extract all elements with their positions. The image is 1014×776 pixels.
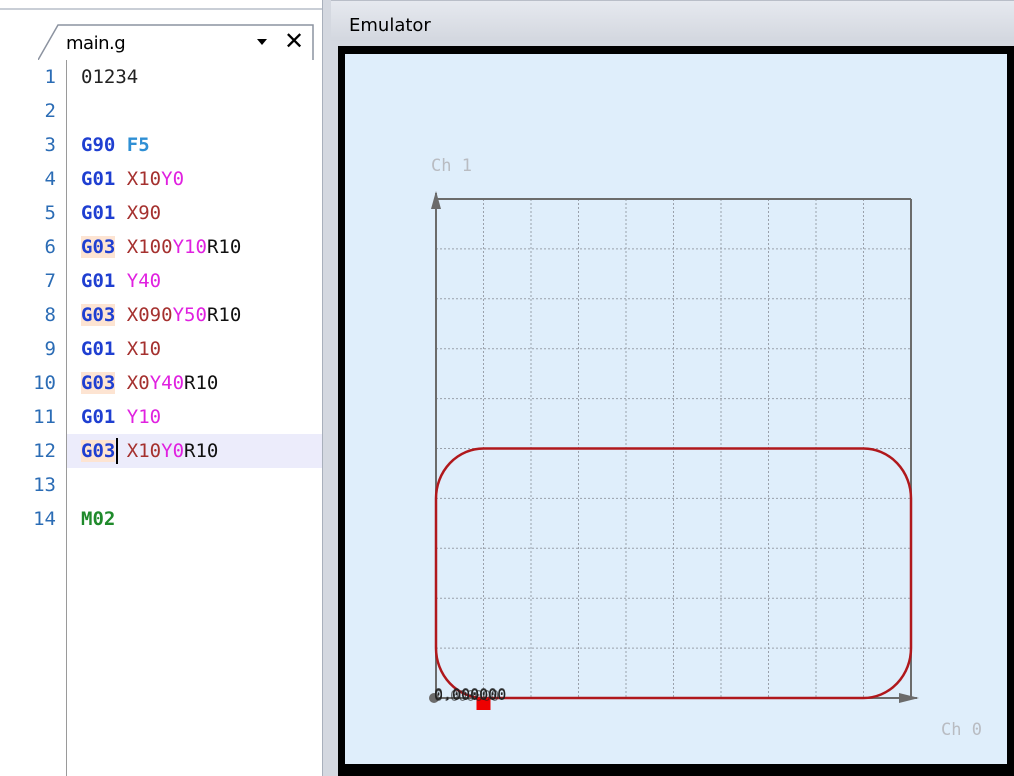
code-line[interactable]: G03 X10 Y0 R10: [67, 434, 322, 468]
code-token: [115, 236, 126, 258]
tab-shape: [38, 24, 314, 60]
code-token: X90: [126, 202, 162, 224]
line-number: 5: [44, 202, 56, 224]
code-line[interactable]: G03 X090 Y50 R10: [67, 298, 322, 332]
code-line[interactable]: [67, 94, 322, 128]
code-token: X100: [126, 236, 173, 258]
emulator-canvas[interactable]: Ch 1 Ch 0 0.000000 0.000000 0.000000: [345, 54, 1007, 764]
line-number: 3: [44, 134, 56, 156]
code-token: Y50: [172, 304, 207, 326]
code-token: G01: [81, 168, 116, 190]
code-line[interactable]: G90 F5: [67, 128, 322, 162]
line-number: 13: [33, 474, 56, 496]
code-token: R10: [184, 440, 219, 462]
code-token: G01: [81, 270, 116, 292]
code-token: Y40: [149, 372, 185, 394]
code-line[interactable]: G01 X10 Y0: [67, 162, 322, 196]
code-line[interactable]: 01234: [67, 60, 322, 94]
coordinate-readout-overlap: 0.000000: [434, 685, 507, 703]
code-token: Y0: [161, 440, 185, 462]
code-token: R10: [206, 304, 242, 326]
code-token: G01: [81, 406, 116, 428]
line-number: 12: [33, 440, 56, 462]
coordinate-readout: 0.000000: [434, 686, 507, 704]
line-number: 10: [33, 372, 56, 394]
line-number: 6: [44, 236, 56, 258]
line-number: 9: [44, 338, 56, 360]
code-token: Y40: [126, 270, 162, 292]
code-token: R10: [184, 372, 219, 394]
text-cursor: [116, 438, 119, 464]
line-number: 8: [44, 304, 56, 326]
code-token: [115, 202, 126, 224]
code-token: [115, 338, 126, 360]
code-token: X10: [126, 440, 162, 462]
x-axis-label: Ch 0: [941, 720, 982, 740]
toolpath-line: [434, 447, 913, 700]
coordinate-readout-overlap-2: 0.000000: [434, 687, 499, 705]
tab-strip-divider: [0, 8, 322, 10]
code-token: M02: [81, 508, 116, 530]
emulator-panel: Emulator Ch 1 Ch 0 0.000000 0.000000 0.0…: [331, 0, 1014, 776]
code-token: X090: [126, 304, 173, 326]
code-line[interactable]: G01 X90: [67, 196, 322, 230]
line-number-gutter: 1 2 3 4 5 6 7 8 9 10 11 12 13 14: [0, 60, 67, 776]
code-token: F5: [126, 134, 150, 156]
code-line[interactable]: G03 X0 Y40 R10: [67, 366, 322, 400]
code-token: [115, 406, 126, 428]
code-area[interactable]: 01234 G90 F5 G01 X10 Y0 G01 X90 G03 X100 Y10 R1…: [67, 60, 322, 776]
code-editor-panel: main.g ✕ 1 2 3 4 5 6 7 8 9 10 11 12 13 14 01234 G90 F5…: [0, 0, 323, 776]
code-token: Y10: [126, 406, 162, 428]
tab-main-g[interactable]: main.g ✕: [38, 24, 314, 60]
tab-label: main.g: [66, 33, 126, 54]
code-token: G03: [81, 304, 116, 326]
code-token: R10: [206, 236, 242, 258]
emulator-header: Emulator: [331, 0, 1014, 41]
code-token: X0: [126, 372, 150, 394]
tool-position-marker: [476, 698, 491, 710]
code-line[interactable]: M02: [67, 502, 322, 536]
code-line[interactable]: G01 X10: [67, 332, 322, 366]
code-line[interactable]: [67, 468, 322, 502]
code-token: G03: [81, 236, 116, 258]
code-token: X10: [126, 168, 162, 190]
code-token: [115, 372, 126, 394]
dropdown-arrow-icon[interactable]: [253, 33, 271, 51]
code-token: 01234: [81, 66, 139, 88]
code-token: X10: [126, 338, 162, 360]
code-token: G03: [81, 440, 116, 462]
line-number: 14: [33, 508, 56, 530]
code-token: [115, 304, 126, 326]
line-number: 4: [44, 168, 56, 190]
emulator-title: Emulator: [349, 15, 431, 36]
line-number: 1: [44, 66, 56, 88]
code-line[interactable]: G01 Y40: [67, 264, 322, 298]
line-number: 11: [33, 406, 56, 428]
code-token: [115, 134, 126, 156]
code-token: Y0: [161, 168, 185, 190]
close-icon[interactable]: ✕: [283, 27, 305, 55]
emulator-plot: [429, 191, 919, 710]
code-token: G90: [81, 134, 116, 156]
code-line[interactable]: G03 X100 Y10 R10: [67, 230, 322, 264]
code-token: [115, 168, 126, 190]
emulator-frame: Ch 1 Ch 0 0.000000 0.000000 0.000000: [338, 46, 1014, 776]
code-token: G01: [81, 202, 116, 224]
line-number: 2: [44, 100, 56, 122]
origin-marker-icon: [429, 693, 439, 703]
y-axis-label: Ch 1: [431, 156, 472, 176]
code-token: Y10: [172, 236, 207, 258]
code-token: G03: [81, 372, 116, 394]
code-token: G01: [81, 338, 116, 360]
code-line[interactable]: G01 Y10: [67, 400, 322, 434]
line-number: 7: [44, 270, 56, 292]
y-axis-arrow-icon: [431, 191, 441, 209]
editor-tab-strip: main.g ✕: [0, 0, 322, 60]
code-token: [115, 270, 126, 292]
x-axis-arrow-icon: [899, 693, 919, 703]
